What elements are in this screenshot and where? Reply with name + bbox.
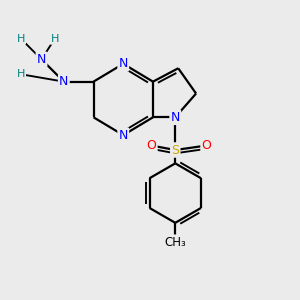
Text: CH₃: CH₃ — [164, 236, 186, 249]
Text: N: N — [171, 111, 180, 124]
Text: N: N — [118, 57, 128, 70]
Text: S: S — [171, 143, 179, 157]
Text: H: H — [51, 34, 59, 44]
Text: O: O — [146, 139, 156, 152]
Text: H: H — [16, 34, 25, 44]
Text: H: H — [16, 69, 25, 79]
Text: N: N — [118, 129, 128, 142]
Text: O: O — [202, 139, 212, 152]
Text: N: N — [37, 53, 46, 66]
Text: N: N — [59, 75, 68, 88]
